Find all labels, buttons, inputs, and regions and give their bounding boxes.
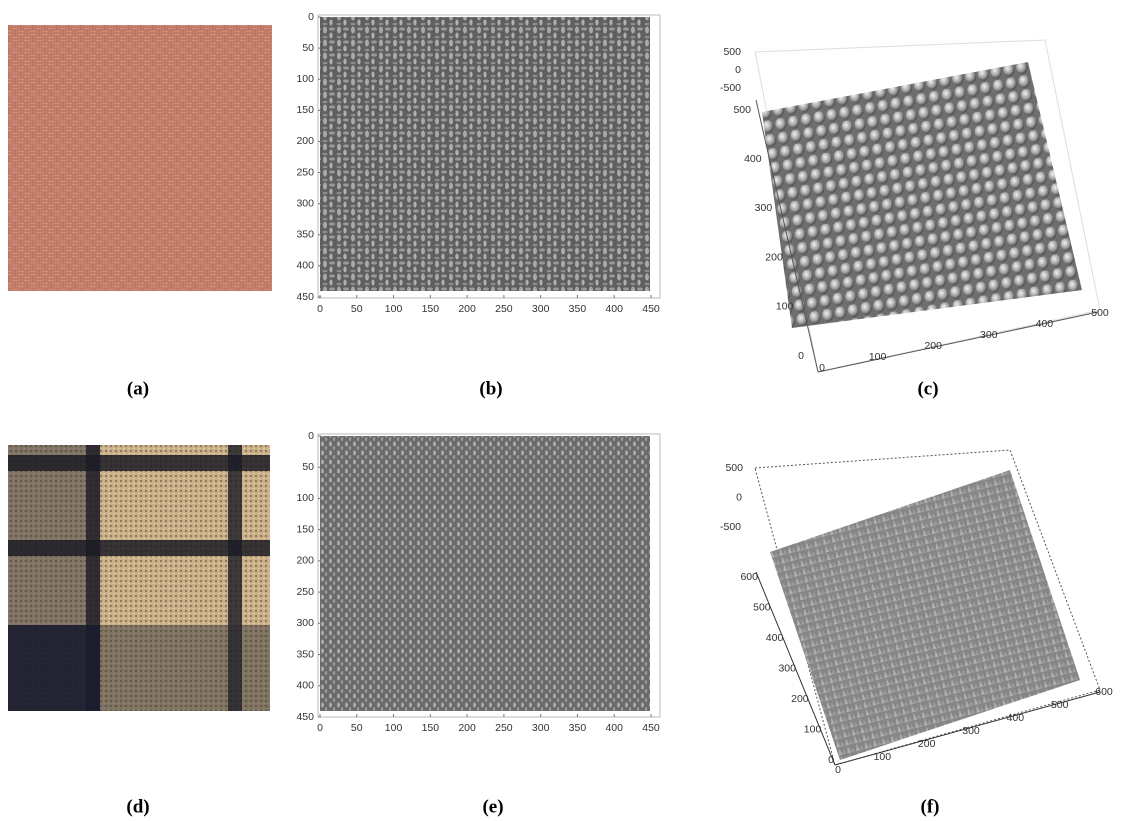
x-tick-label: 500 (1051, 699, 1069, 711)
x-tick-label: 100 (874, 751, 892, 763)
x-tick-label: 250 (495, 722, 513, 734)
axes-box (317, 433, 661, 718)
y-tick-label: 100 (804, 723, 822, 735)
y-tick-label: 50 (302, 42, 314, 54)
caption: (e) (482, 796, 503, 817)
y-tick-label: 300 (296, 617, 314, 629)
y-tick-label: 250 (296, 586, 314, 598)
x-tick-label: 150 (422, 303, 440, 315)
caption: (a) (127, 378, 149, 399)
z-tick-label: 500 (723, 46, 741, 58)
y-tick-label: 0 (828, 754, 834, 766)
y-tick-label: 450 (296, 291, 314, 303)
x-tick-label: 50 (351, 722, 363, 734)
z-tick-label: -500 (720, 521, 741, 533)
x-tick-label: 350 (569, 303, 587, 315)
x-tick-label: 300 (532, 303, 550, 315)
x-tick-label: 250 (495, 303, 513, 315)
y-tick-label: 200 (791, 693, 809, 705)
caption: (b) (479, 378, 502, 399)
x-tick-label: 0 (819, 362, 825, 374)
y-tick-label: 100 (296, 492, 314, 504)
x-tick-label: 500 (1091, 307, 1109, 319)
x-tick-label: 300 (962, 725, 980, 737)
x-tick-label: 200 (458, 303, 476, 315)
x-tick-label: 100 (385, 722, 403, 734)
y-tick-label: 100 (776, 301, 794, 313)
y-tick-label: 500 (753, 601, 771, 613)
surface-plot (754, 449, 1101, 766)
y-tick-label: 150 (296, 104, 314, 116)
x-tick-label: 150 (422, 722, 440, 734)
x-tick-label: 300 (532, 722, 550, 734)
x-tick-label: 450 (642, 303, 660, 315)
surface-plot (754, 39, 1101, 373)
x-tick-label: 600 (1095, 686, 1113, 698)
x-tick-label: 200 (924, 340, 942, 352)
z-tick-label: 0 (735, 64, 741, 76)
y-tick-label: 450 (296, 711, 314, 723)
fabric-photo (8, 25, 272, 291)
depth-image (320, 17, 650, 291)
y-tick-label: 0 (308, 430, 314, 442)
x-tick-label: 400 (605, 303, 623, 315)
x-tick-label: 400 (1036, 318, 1054, 330)
y-tick-label: 400 (744, 153, 762, 165)
y-tick-label: 200 (765, 251, 783, 263)
y-tick-label: 400 (766, 632, 784, 644)
y-tick-label: 350 (296, 648, 314, 660)
x-tick-label: 0 (317, 722, 323, 734)
y-tick-label: 400 (296, 680, 314, 692)
y-tick-label: 350 (296, 229, 314, 241)
caption: (d) (126, 796, 149, 817)
z-tick-label: 500 (725, 462, 743, 474)
y-tick-label: 300 (778, 662, 796, 674)
depth-image (320, 436, 650, 711)
x-tick-label: 0 (317, 303, 323, 315)
y-tick-label: 400 (296, 260, 314, 272)
plaid-photo (8, 445, 270, 711)
y-tick-label: 50 (302, 461, 314, 473)
axes-box (317, 14, 661, 299)
y-tick-label: 0 (308, 11, 314, 23)
x-tick-label: 400 (605, 722, 623, 734)
caption: (f) (921, 796, 940, 817)
y-tick-label: 0 (798, 350, 804, 362)
y-tick-label: 300 (296, 197, 314, 209)
x-tick-label: 100 (385, 303, 403, 315)
y-tick-label: 150 (296, 523, 314, 535)
x-tick-label: 50 (351, 303, 363, 315)
x-tick-label: 300 (980, 329, 998, 341)
x-tick-label: 100 (869, 351, 887, 363)
x-tick-label: 200 (458, 722, 476, 734)
y-tick-label: 100 (296, 73, 314, 85)
y-tick-label: 600 (740, 571, 758, 583)
y-tick-label: 200 (296, 555, 314, 567)
x-tick-label: 0 (835, 764, 841, 776)
x-tick-label: 400 (1007, 712, 1025, 724)
x-tick-label: 200 (918, 738, 936, 750)
x-tick-label: 450 (642, 722, 660, 734)
z-tick-label: -500 (720, 82, 741, 94)
caption: (c) (917, 378, 938, 399)
z-tick-label: 0 (736, 491, 742, 503)
y-tick-label: 300 (755, 202, 773, 214)
x-tick-label: 350 (569, 722, 587, 734)
y-tick-label: 250 (296, 166, 314, 178)
y-tick-label: 500 (733, 104, 751, 116)
y-tick-label: 200 (296, 135, 314, 147)
